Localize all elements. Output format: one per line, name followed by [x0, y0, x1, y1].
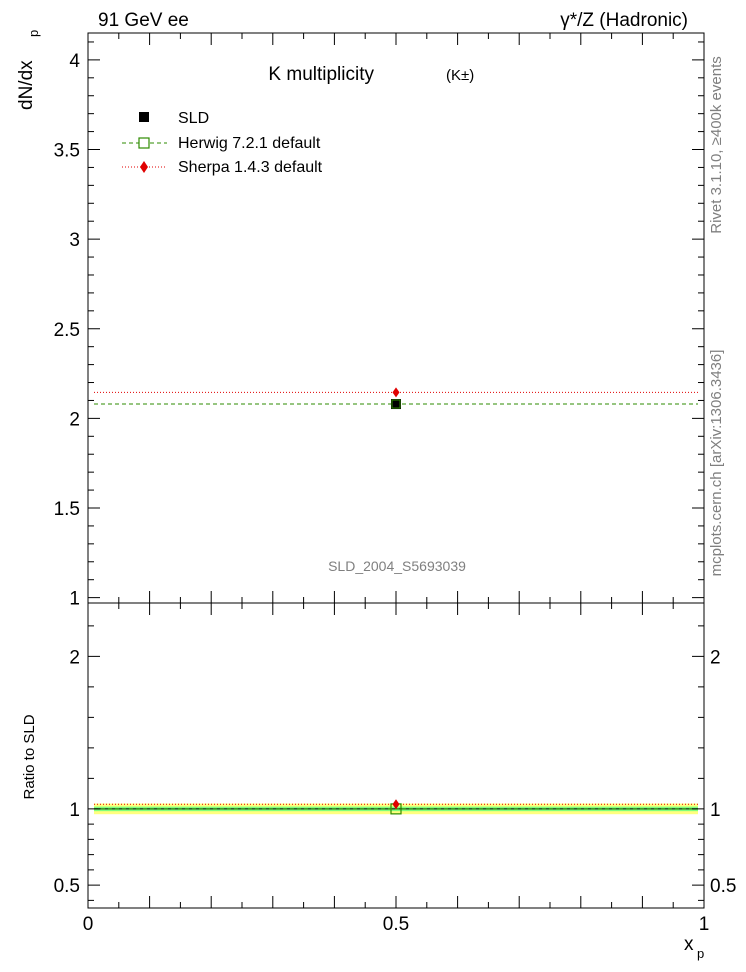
- legend-marker-herwig: [138, 137, 150, 149]
- upper-y-tick-label: 4: [69, 51, 80, 72]
- analysis-watermark: SLD_2004_S5693039: [328, 558, 466, 574]
- ratio-y-tick-label-left: 0.5: [54, 876, 80, 897]
- header-right-label: γ*/Z (Hadronic): [560, 10, 688, 31]
- upper-y-tick-label: 2.5: [54, 320, 80, 341]
- ratio-panel: 0.5 0.51 12 20 0.5 1: [54, 602, 736, 935]
- ratio-axis-title: Ratio to SLD: [21, 714, 38, 799]
- sherpa-ratio-marker: [392, 799, 400, 810]
- x-axis-title: x: [684, 934, 694, 955]
- legend-marker-sld: [139, 112, 149, 122]
- upper-y-tick-label: 3: [69, 230, 80, 251]
- upper-y-tick-label: 3.5: [54, 141, 80, 162]
- y-axis-title-subscript: p: [26, 30, 41, 37]
- x-tick-label: 0: [83, 914, 94, 935]
- herwig-marker: [391, 399, 401, 409]
- x-axis-title-subscript: p: [697, 946, 704, 961]
- upper-y-tick-label: 2: [69, 409, 80, 430]
- x-tick-label: 0.5: [383, 914, 409, 935]
- upper-y-tick-label: 1.5: [54, 499, 80, 520]
- mcplots-label: mcplots.cern.ch [arXiv:1306.3436]: [708, 350, 725, 577]
- legend-label-sld: SLD: [178, 110, 209, 127]
- legend-label-herwig: Herwig 7.2.1 default: [178, 135, 321, 152]
- x-tick-label: 1: [699, 914, 710, 935]
- ratio-y-tick-label-left: 1: [69, 800, 80, 821]
- chart-title-suffix: (K±): [446, 67, 474, 84]
- sld-data-point: [391, 399, 401, 410]
- ratio-y-tick-label-right: 1: [710, 800, 721, 821]
- legend-label-sherpa: Sherpa 1.4.3 default: [178, 159, 323, 176]
- header-left-label: 91 GeV ee: [98, 10, 189, 31]
- y-axis-title: dN/dx p: [16, 30, 41, 110]
- sherpa-marker: [392, 387, 400, 398]
- y-axis-title-text: dN/dx: [16, 60, 37, 110]
- ratio-y-tick-label-right: 2: [710, 647, 721, 668]
- chart-title: K multiplicity: [268, 64, 374, 85]
- legend: SLD Herwig 7.2.1 default Sherpa 1.4.3 de…: [122, 110, 323, 176]
- ratio-frame: [87, 602, 705, 909]
- rivet-version-label: Rivet 3.1.10, ≥400k events: [708, 56, 725, 234]
- legend-marker-sherpa: [140, 161, 148, 173]
- ratio-y-tick-label-right: 0.5: [710, 876, 736, 897]
- upper-y-tick-label: 1: [69, 589, 80, 610]
- ratio-y-tick-label-left: 2: [69, 647, 80, 668]
- upper-panel: 1 1.5 2 2.5 3 3.5 4: [54, 32, 705, 610]
